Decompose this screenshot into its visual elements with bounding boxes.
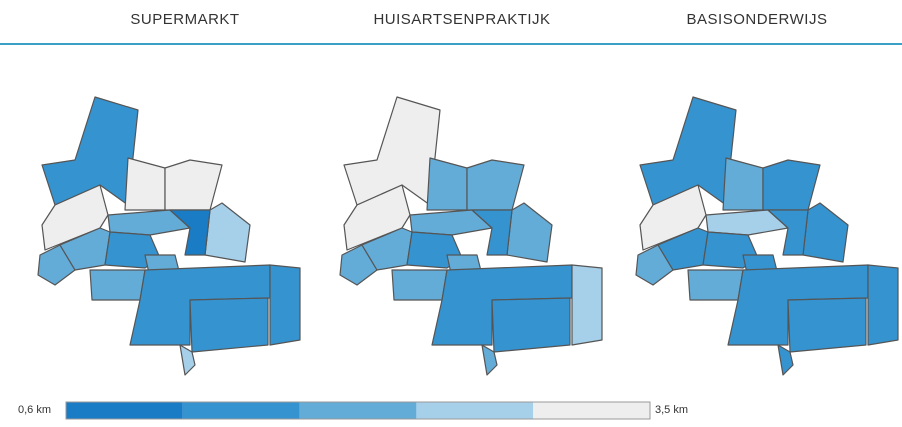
region [89,269,146,301]
region [189,297,269,353]
region [705,209,789,236]
region [164,159,223,211]
legend-swatch [416,402,534,419]
region [409,209,493,236]
map [37,96,301,376]
region [169,209,211,256]
legend-swatch [182,402,300,419]
map [635,96,899,376]
region [204,202,251,263]
region [687,269,744,301]
region [767,209,809,256]
legend-swatch [533,402,650,419]
region [179,344,196,376]
region [269,264,301,346]
region [481,344,498,376]
tab[interactable]: HUISARTSENPRAKTIJK [373,11,550,28]
region [491,297,571,353]
tab[interactable]: SUPERMARKT [130,11,239,28]
region [867,264,899,346]
region [787,297,867,353]
region [802,202,849,263]
region [426,157,468,211]
region [571,264,603,346]
region [722,157,764,211]
legend-max: 3,5 km [655,404,688,416]
region [471,209,513,256]
legend [65,401,651,420]
tab[interactable]: BASISONDERWIJS [687,11,828,28]
region [124,157,166,211]
legend-swatch [66,402,183,419]
legend-frame [65,401,651,420]
legend-swatch [299,402,417,419]
maps [37,96,899,376]
region [506,202,553,263]
region [466,159,525,211]
region [762,159,821,211]
region [107,209,191,236]
map [339,96,603,376]
region [391,269,448,301]
legend-min: 0,6 km [18,404,51,416]
region [777,344,794,376]
